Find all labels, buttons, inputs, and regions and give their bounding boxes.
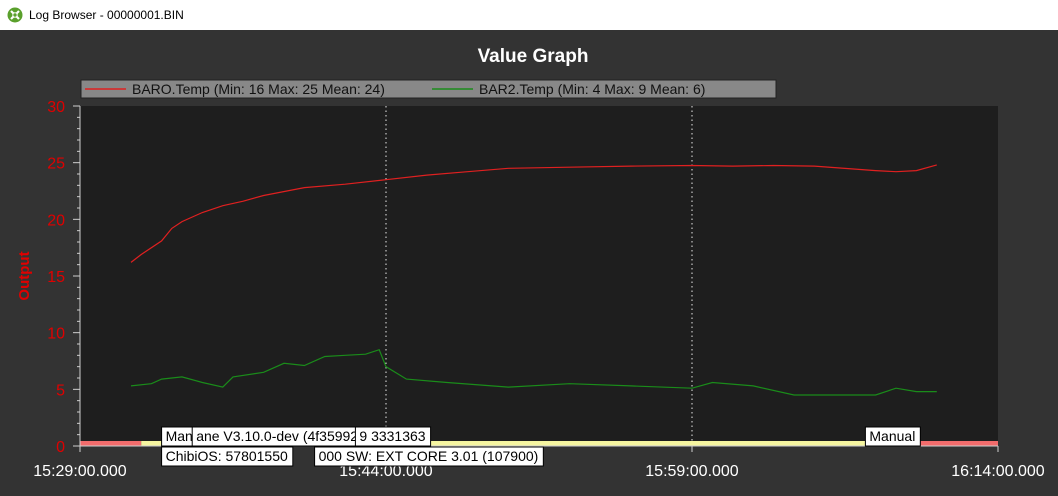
annotation-box: Manual [864, 426, 921, 447]
mode-segment [80, 441, 142, 446]
y-tick-label: 25 [47, 156, 65, 173]
annotation-box: ChibiOS: 57801550 [161, 446, 294, 467]
value-graph[interactable]: Value Graph 0 5 10 15 20 25 30 15:29:00.000 15:… [0, 30, 1058, 491]
y-tick-label: 30 [47, 99, 65, 116]
annotation-box: 9 3331363 [354, 426, 432, 447]
y-tick-label: 15 [47, 269, 65, 286]
x-tick-label: 15:44:00.000 [339, 463, 433, 480]
y-tick-label: 0 [56, 439, 65, 456]
plot-area[interactable] [80, 106, 998, 446]
mode-segment [896, 441, 998, 446]
x-tick-label: 16:14:00.000 [951, 463, 1045, 480]
log-annotations: Manual ane V3.10.0-dev (4f359920)9 333136… [161, 426, 921, 467]
annotation-text: ChibiOS: 57801550 [166, 448, 288, 464]
x-tick-label: 15:59:00.000 [645, 463, 739, 480]
window-titlebar: Log Browser - 00000001.BIN [0, 0, 1058, 30]
legend[interactable]: BARO.Temp (Min: 16 Max: 25 Mean: 24) BAR2… [80, 79, 777, 99]
annotation-text: ane V3.10.0-dev (4f359920) [196, 428, 370, 444]
annotation-frame [314, 446, 544, 467]
legend-box [80, 79, 777, 99]
y-axis: 0 5 10 15 20 25 30 [47, 99, 81, 456]
legend-entry[interactable]: BAR2.Temp (Min: 4 Max: 9 Mean: 6) [479, 81, 705, 97]
app-logo-icon [7, 7, 23, 23]
x-axis: 15:29:00.000 15:44:00.000 15:59:00.000 16:1… [33, 445, 1045, 480]
annotation-frame [354, 426, 432, 447]
series-lines [130, 164, 937, 396]
annotation-text: 9 3331363 [359, 428, 425, 444]
annotation-box: 000 SW: EXT CORE 3.01 (107900) [314, 446, 544, 467]
annotation-text: Manual [869, 428, 915, 444]
y-tick-label: 5 [56, 382, 65, 399]
x-tick-label: 15:29:00.000 [33, 463, 127, 480]
annotation-box: ane V3.10.0-dev (4f359920) [191, 426, 377, 447]
annotation-text: 000 SW: EXT CORE 3.01 (107900) [319, 448, 539, 464]
y-tick-label: 20 [47, 212, 65, 229]
y-axis-label: Output [16, 251, 33, 300]
y-tick-label: 10 [47, 326, 65, 343]
flight-mode-bar [80, 441, 998, 446]
chart-title: Value Graph [478, 46, 589, 67]
mode-segment [141, 441, 896, 446]
series-line-baro-temp [130, 164, 937, 263]
window-title: Log Browser - 00000001.BIN [29, 8, 184, 22]
series-line-bar2-temp [130, 348, 937, 396]
annotation-frame [864, 426, 921, 447]
annotation-frame [161, 446, 294, 467]
legend-entry[interactable]: BARO.Temp (Min: 16 Max: 25 Mean: 24) [132, 81, 385, 97]
